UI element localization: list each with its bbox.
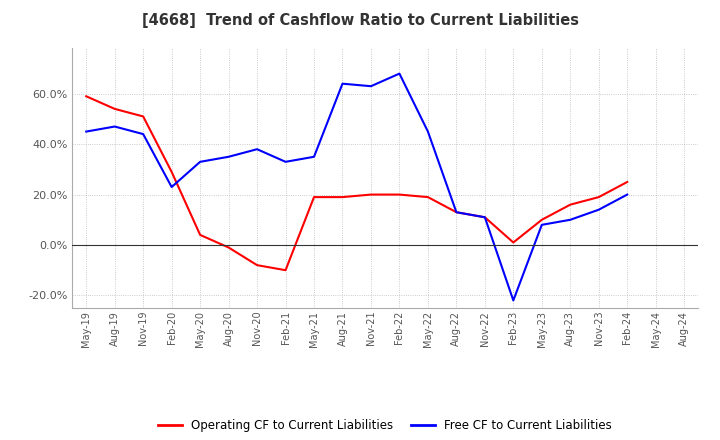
Operating CF to Current Liabilities (423, 194, 432, 200)
Free CF to Current Liabilities (395, 71, 404, 76)
Free CF to Current Liabilities (110, 124, 119, 129)
Operating CF to Current Liabilities (196, 232, 204, 238)
Free CF to Current Liabilities (366, 84, 375, 89)
Free CF to Current Liabilities (509, 298, 518, 303)
Operating CF to Current Liabilities (509, 240, 518, 245)
Operating CF to Current Liabilities (253, 263, 261, 268)
Operating CF to Current Liabilities (566, 202, 575, 207)
Operating CF to Current Liabilities (537, 217, 546, 223)
Free CF to Current Liabilities (196, 159, 204, 165)
Free CF to Current Liabilities (282, 159, 290, 165)
Operating CF to Current Liabilities (595, 194, 603, 200)
Operating CF to Current Liabilities (167, 169, 176, 175)
Operating CF to Current Liabilities (480, 215, 489, 220)
Text: [4668]  Trend of Cashflow Ratio to Current Liabilities: [4668] Trend of Cashflow Ratio to Curren… (142, 13, 578, 28)
Free CF to Current Liabilities (310, 154, 318, 159)
Operating CF to Current Liabilities (110, 106, 119, 111)
Line: Free CF to Current Liabilities: Free CF to Current Liabilities (86, 73, 627, 301)
Free CF to Current Liabilities (338, 81, 347, 86)
Operating CF to Current Liabilities (310, 194, 318, 200)
Free CF to Current Liabilities (167, 184, 176, 190)
Legend: Operating CF to Current Liabilities, Free CF to Current Liabilities: Operating CF to Current Liabilities, Fre… (153, 414, 617, 437)
Free CF to Current Liabilities (480, 215, 489, 220)
Operating CF to Current Liabilities (82, 94, 91, 99)
Operating CF to Current Liabilities (225, 245, 233, 250)
Operating CF to Current Liabilities (282, 268, 290, 273)
Free CF to Current Liabilities (423, 129, 432, 134)
Free CF to Current Liabilities (537, 222, 546, 227)
Free CF to Current Liabilities (595, 207, 603, 213)
Operating CF to Current Liabilities (452, 209, 461, 215)
Free CF to Current Liabilities (623, 192, 631, 197)
Free CF to Current Liabilities (82, 129, 91, 134)
Operating CF to Current Liabilities (395, 192, 404, 197)
Free CF to Current Liabilities (566, 217, 575, 223)
Operating CF to Current Liabilities (338, 194, 347, 200)
Line: Operating CF to Current Liabilities: Operating CF to Current Liabilities (86, 96, 627, 270)
Operating CF to Current Liabilities (139, 114, 148, 119)
Free CF to Current Liabilities (139, 132, 148, 137)
Operating CF to Current Liabilities (366, 192, 375, 197)
Free CF to Current Liabilities (452, 209, 461, 215)
Free CF to Current Liabilities (253, 147, 261, 152)
Operating CF to Current Liabilities (623, 180, 631, 185)
Free CF to Current Liabilities (225, 154, 233, 159)
